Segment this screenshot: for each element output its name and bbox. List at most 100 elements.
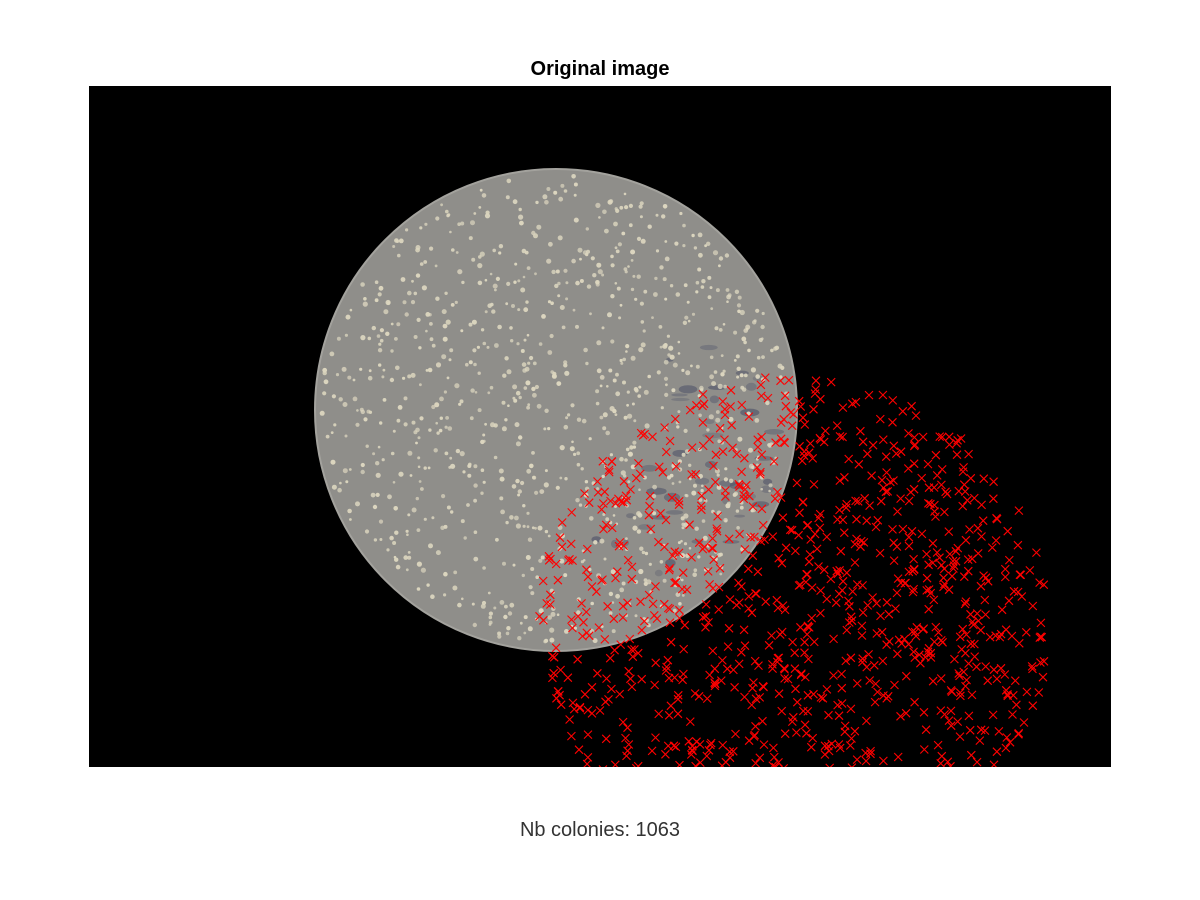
- detection-marker: [815, 509, 825, 519]
- plate-smudge: [764, 429, 785, 435]
- detection-marker: [648, 432, 657, 442]
- detection-marker: [904, 639, 913, 649]
- colony-dot: [735, 509, 740, 513]
- detection-marker: [996, 663, 1006, 673]
- detection-marker: [737, 467, 746, 477]
- detection-marker: [947, 571, 957, 581]
- colony-dot: [619, 587, 625, 593]
- detection-marker: [768, 664, 777, 673]
- detection-marker: [648, 599, 658, 609]
- colony-dot: [724, 467, 728, 471]
- colony-dot: [734, 289, 740, 294]
- detection-marker: [1004, 596, 1014, 606]
- detection-marker: [623, 746, 632, 756]
- colony-dot: [344, 333, 348, 337]
- colony-dot: [504, 418, 508, 422]
- detection-marker: [800, 420, 810, 429]
- colony-dot: [381, 458, 385, 462]
- colony-dot: [526, 266, 531, 270]
- detection-marker: [781, 543, 791, 553]
- colony-dot: [431, 343, 436, 348]
- colony-dot: [624, 205, 629, 210]
- colony-dot: [482, 341, 487, 346]
- colony-dot: [383, 309, 389, 315]
- detection-marker: [739, 625, 749, 635]
- colony-dot: [677, 352, 681, 355]
- colony-dot: [335, 373, 340, 377]
- colony-dot: [511, 484, 517, 489]
- colony-dot: [768, 483, 773, 488]
- detection-marker: [937, 480, 946, 490]
- detection-marker: [587, 582, 597, 591]
- detection-marker: [726, 402, 735, 411]
- colony-dot: [701, 279, 706, 284]
- detection-marker: [898, 406, 908, 416]
- detection-marker: [746, 532, 755, 542]
- detection-marker: [909, 554, 918, 564]
- detection-marker: [790, 648, 800, 658]
- detection-marker: [607, 457, 617, 466]
- colony-dot: [688, 463, 692, 467]
- colony-dot: [675, 592, 681, 597]
- detection-marker: [687, 443, 697, 452]
- detection-marker: [1012, 700, 1021, 710]
- detection-marker: [734, 479, 744, 489]
- colony-dot: [583, 347, 588, 353]
- colony-dot: [677, 541, 681, 545]
- colony-dot: [611, 629, 616, 634]
- colony-dot: [443, 390, 447, 394]
- colony-dot: [517, 636, 522, 641]
- detection-marker: [809, 689, 818, 699]
- colony-dot: [392, 481, 396, 484]
- detection-marker: [802, 521, 812, 530]
- colony-dot: [515, 478, 520, 484]
- colony-dot: [492, 248, 497, 253]
- colony-dot: [368, 410, 373, 414]
- detection-marker: [773, 487, 782, 497]
- detection-marker: [539, 615, 548, 625]
- colony-dot: [535, 200, 539, 205]
- detection-marker: [748, 551, 758, 561]
- colony-dot: [694, 526, 699, 531]
- colony-dot: [595, 401, 600, 406]
- colony-dot: [554, 283, 559, 289]
- colony-dot: [457, 269, 463, 275]
- detection-marker: [592, 587, 601, 597]
- detection-marker: [545, 590, 555, 600]
- colony-dot: [495, 276, 500, 281]
- detection-marker: [651, 733, 660, 742]
- detection-marker: [555, 533, 565, 543]
- detection-marker: [931, 450, 941, 460]
- detection-marker: [900, 578, 910, 588]
- colony-dot: [363, 417, 368, 422]
- colony-dot: [460, 519, 465, 524]
- colony-dot: [710, 307, 714, 310]
- colony-dot: [697, 555, 701, 559]
- detection-marker: [756, 380, 766, 390]
- detection-marker: [883, 487, 893, 496]
- detection-marker: [701, 622, 710, 632]
- colony-dot: [480, 468, 485, 473]
- detection-marker: [811, 385, 821, 394]
- detection-marker: [732, 600, 741, 610]
- colony-dot: [395, 564, 401, 570]
- detection-marker: [1027, 662, 1037, 671]
- colony-dot: [363, 297, 367, 301]
- colony-dot: [586, 249, 590, 254]
- detection-marker: [960, 599, 970, 609]
- detection-marker: [842, 568, 852, 578]
- colony-dot: [624, 458, 628, 462]
- colony-dot: [389, 535, 394, 541]
- colony-dot: [600, 625, 604, 628]
- detection-marker: [582, 544, 592, 554]
- detection-marker: [773, 653, 783, 663]
- detection-marker: [660, 542, 669, 552]
- detection-marker: [889, 441, 899, 451]
- colony-dot: [639, 215, 643, 219]
- detection-marker: [800, 672, 810, 682]
- colony-dot: [378, 285, 384, 291]
- colony-dot: [665, 383, 668, 387]
- colony-dot: [623, 267, 628, 271]
- detection-marker: [712, 524, 722, 533]
- colony-dot: [688, 477, 692, 481]
